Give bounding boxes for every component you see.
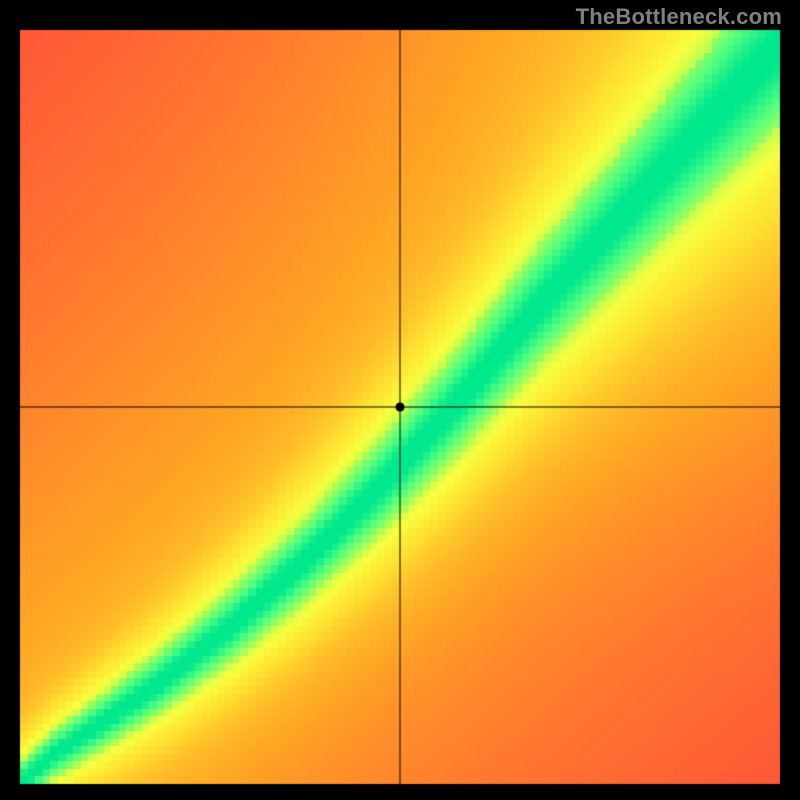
watermark-text: TheBottleneck.com — [576, 4, 782, 30]
bottleneck-heatmap — [0, 0, 800, 800]
